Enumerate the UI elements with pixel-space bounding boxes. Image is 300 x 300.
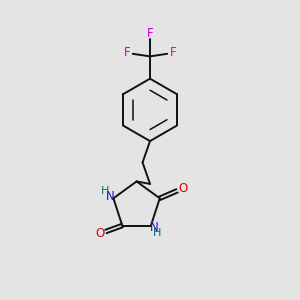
Text: F: F bbox=[170, 46, 176, 59]
Text: F: F bbox=[124, 46, 130, 59]
Text: F: F bbox=[147, 27, 153, 40]
Text: H: H bbox=[153, 228, 162, 238]
Text: O: O bbox=[95, 227, 105, 240]
Text: N: N bbox=[106, 190, 114, 203]
Text: N: N bbox=[150, 220, 159, 233]
Text: H: H bbox=[101, 186, 109, 196]
Text: O: O bbox=[178, 182, 188, 195]
